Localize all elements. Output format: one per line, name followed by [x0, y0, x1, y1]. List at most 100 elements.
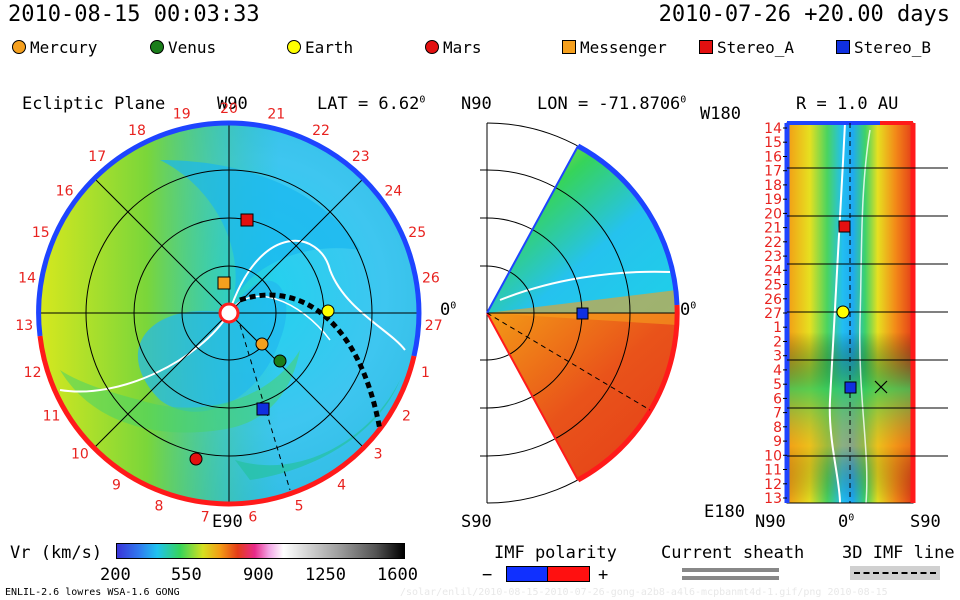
radial-rotation-label: 7 — [773, 406, 782, 422]
meridional-projection-line — [486, 312, 651, 411]
radial-x-mid: 00 — [838, 512, 855, 532]
lon-label: LON = -71.87060 — [537, 94, 687, 114]
radial-rotation-label: 11 — [764, 463, 782, 479]
ecliptic-rotation-label: 24 — [384, 184, 402, 200]
meridional-top-label: N90 — [461, 94, 492, 114]
ecliptic-rotation-label: 16 — [56, 184, 74, 200]
stereo-b-icon — [836, 40, 850, 54]
radial-rotation-label: 1 — [773, 320, 782, 336]
current-sheath-title: Current sheath — [661, 543, 805, 563]
meridional-right-label: 00 — [680, 300, 697, 320]
ecliptic-rotation-label: 9 — [112, 477, 121, 493]
lat-label: LAT = 6.620 — [317, 94, 426, 114]
ecliptic-rotation-label: 27 — [425, 318, 443, 334]
ecliptic-rotation-label: 12 — [24, 365, 42, 381]
mars-marker — [189, 452, 203, 466]
radial-rotation-label: 26 — [764, 292, 782, 308]
current-sheath-line-2 — [682, 576, 779, 580]
ecliptic-rim-negative — [228, 120, 422, 357]
radial-rotation-label: 22 — [764, 235, 782, 251]
venus-icon — [150, 40, 164, 54]
radial-rotation-label: 4 — [773, 363, 782, 379]
meridional-bottom-label: S90 — [461, 512, 492, 532]
colorbar — [116, 543, 405, 559]
radial-cross-marker — [874, 380, 888, 394]
legend-earth: Earth — [287, 38, 353, 57]
venus-marker — [273, 354, 287, 368]
legend-stereo-a: Stereo_A — [699, 38, 794, 57]
radial-rotation-label: 17 — [764, 164, 782, 180]
ecliptic-rotation-label: 3 — [374, 447, 383, 463]
ecliptic-rotation-label: 23 — [352, 149, 370, 165]
legend-venus: Venus — [150, 38, 216, 57]
ecliptic-plot: 20 21222324252627123456789101112131415161… — [15, 101, 442, 526]
ecliptic-rotation-label: 26 — [422, 270, 440, 286]
radial-stereo-b-marker — [844, 381, 857, 394]
legend-mars: Mars — [425, 38, 482, 57]
imf-negative-swatch — [506, 566, 549, 582]
ecliptic-rotation-label: 2 — [402, 409, 411, 425]
radial-rotation-label: 6 — [773, 391, 782, 407]
meridional-plot — [480, 122, 680, 504]
ecliptic-rotation-label: 15 — [32, 225, 50, 241]
earth-icon — [287, 40, 301, 54]
ecliptic-rotation-label: 10 — [71, 447, 89, 463]
stereo-a-icon — [699, 40, 713, 54]
meridional-rim-negative — [576, 143, 680, 306]
ecliptic-rotation-label: 8 — [154, 499, 163, 515]
ecliptic-bottom-label: E90 — [212, 512, 243, 532]
legend-mercury: Mercury — [12, 38, 97, 57]
legend-stereo-b: Stereo_B — [836, 38, 931, 57]
sun-marker — [218, 302, 240, 324]
mars-icon — [425, 40, 439, 54]
messenger-icon — [562, 40, 576, 54]
meridional-rim-positive — [576, 304, 680, 483]
path-footer: /solar/enlil/2010-08-15-2010-07-26-gong-… — [400, 587, 888, 598]
ecliptic-rotation-label: 18 — [128, 123, 146, 139]
radial-rotation-label: 23 — [764, 249, 782, 265]
ecliptic-rotation-label: 11 — [43, 409, 61, 425]
imf-positive-swatch — [547, 566, 590, 582]
radial-x-right: S90 — [910, 512, 941, 532]
colorbar-title: Vr (km/s) — [10, 543, 103, 563]
radial-stereo-a-marker — [838, 220, 851, 233]
radial-rotation-label: 19 — [764, 192, 782, 208]
radial-rotation-label: 2 — [773, 335, 782, 351]
ecliptic-rotation-label: 4 — [337, 477, 346, 493]
forecast-label: 2010-07-26 +20.00 days — [658, 2, 950, 27]
radial-rotation-label: 9 — [773, 434, 782, 450]
stereo-a-marker — [240, 213, 254, 227]
legend-messenger: Messenger — [562, 38, 667, 57]
ecliptic-rim-positive — [37, 335, 417, 507]
ecliptic-rotation-label: 20 — [220, 101, 238, 117]
mercury-icon — [12, 40, 26, 54]
messenger-marker — [217, 276, 231, 290]
colorbar-tick-3: 900 — [243, 565, 274, 585]
radial-bottom-left: E180 — [704, 502, 745, 522]
ecliptic-rotation-label: 7 — [201, 510, 210, 526]
ecliptic-projection-line — [239, 324, 291, 491]
radial-rotation-label: 18 — [764, 178, 782, 194]
ecliptic-rotation-label: 13 — [15, 318, 33, 334]
ecliptic-rotation-labels: 20 21222324252627123456789101112131415161… — [15, 101, 442, 526]
radial-rotation-label: 8 — [773, 420, 782, 436]
ecliptic-rotation-label: 1 — [421, 365, 430, 381]
radial-rotation-label: 25 — [764, 278, 782, 294]
imf3d-swatch — [850, 566, 940, 580]
ecliptic-rotation-label: 17 — [88, 149, 106, 165]
model-footer: ENLIL-2.6 lowres WSA-1.6 GONG — [5, 587, 180, 598]
radial-top-left: W180 — [700, 104, 741, 124]
ecliptic-rotation-label: 25 — [408, 225, 426, 241]
radial-rotation-label: 15 — [764, 135, 782, 151]
ecliptic-rim-negative-2 — [36, 120, 230, 337]
radial-rotation-label: 3 — [773, 349, 782, 365]
imf-minus-label: − — [482, 565, 493, 585]
colorbar-tick-4: 1250 — [305, 565, 346, 585]
stereo-b-marker — [256, 402, 270, 416]
radial-earth-marker — [836, 305, 850, 319]
radial-x-left: N90 — [755, 512, 786, 532]
ecliptic-rotation-label: 14 — [18, 270, 36, 286]
current-sheath-line-1 — [682, 568, 779, 572]
ecliptic-rotation-label: 6 — [248, 510, 257, 526]
